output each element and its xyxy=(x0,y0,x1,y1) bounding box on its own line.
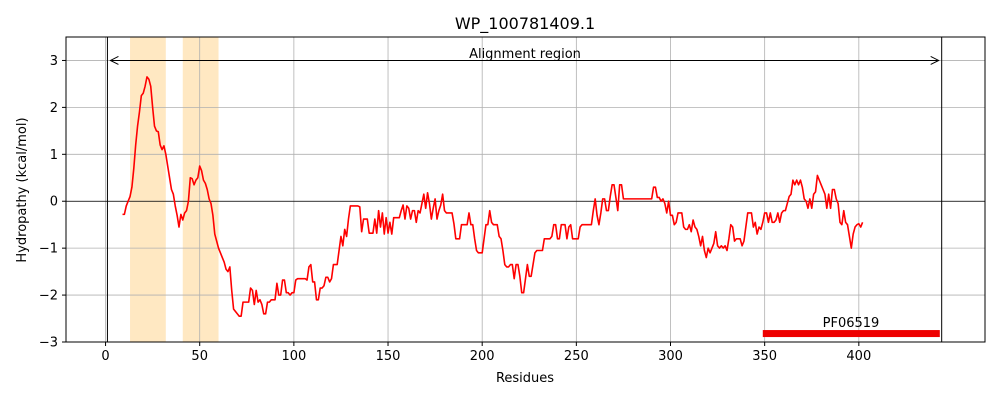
y-tick-label--2: −2 xyxy=(39,289,58,304)
hydropathy-series-line xyxy=(122,76,864,317)
series-group xyxy=(122,76,864,317)
y-tick-label-2: 2 xyxy=(50,101,58,116)
highlight-region-1 xyxy=(130,37,166,342)
y-tick-label--3: −3 xyxy=(39,336,58,351)
axes-frame xyxy=(65,36,986,343)
alignment-arrow-left-head xyxy=(109,56,119,65)
highlight-region-2 xyxy=(182,37,219,342)
x-tick-label-100: 100 xyxy=(281,349,306,364)
x-tick-label-200: 200 xyxy=(470,349,495,364)
domain-bar xyxy=(762,330,940,338)
domain-group xyxy=(762,330,940,338)
y-tick-label-1: 1 xyxy=(50,148,58,163)
axes-frame-group xyxy=(65,36,986,343)
x-tick-label-250: 250 xyxy=(564,349,589,364)
chart-title: WP_100781409.1 xyxy=(455,14,595,34)
x-tick-label-400: 400 xyxy=(846,349,871,364)
x-tick-label-350: 350 xyxy=(752,349,777,364)
x-tick-label-50: 50 xyxy=(191,349,208,364)
x-axis-label: Residues xyxy=(496,371,554,386)
x-tick-label-300: 300 xyxy=(658,349,683,364)
y-tick-label-3: 3 xyxy=(50,54,58,69)
alignment-region-label: Alignment region xyxy=(469,47,581,62)
x-tick-label-150: 150 xyxy=(376,349,401,364)
alignment-arrow-right-head xyxy=(930,56,940,65)
domain-label: PF06519 xyxy=(823,316,880,331)
alignment-region-group xyxy=(106,37,943,342)
x-ticks: 0 50 100 150 200 250 300 350 400 xyxy=(101,342,871,364)
y-tick-label--1: −1 xyxy=(39,242,58,257)
y-ticks: −3 −2 −1 0 1 2 3 xyxy=(39,54,66,351)
x-tick-label-0: 0 xyxy=(101,349,109,364)
y-axis-label: Hydropathy (kcal/mol) xyxy=(15,117,30,262)
y-tick-label-0: 0 xyxy=(50,195,58,210)
